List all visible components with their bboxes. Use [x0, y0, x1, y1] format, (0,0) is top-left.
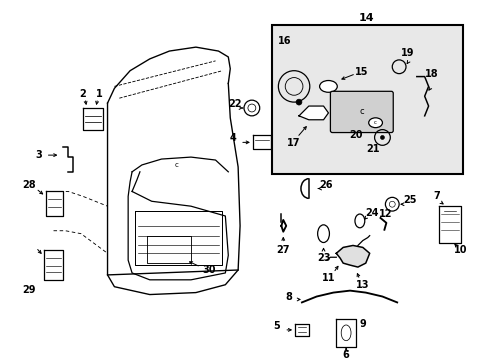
- Text: 25: 25: [403, 195, 416, 205]
- Text: 6: 6: [342, 350, 349, 360]
- Text: 22: 22: [228, 99, 242, 109]
- Text: 16: 16: [277, 36, 290, 46]
- Text: c: c: [174, 162, 178, 168]
- Text: 28: 28: [22, 180, 36, 190]
- Text: 21: 21: [365, 144, 379, 154]
- Text: 23: 23: [316, 253, 329, 263]
- Text: 10: 10: [453, 246, 467, 255]
- Text: 13: 13: [355, 280, 369, 290]
- Polygon shape: [336, 246, 369, 267]
- Text: 8: 8: [285, 292, 292, 302]
- Ellipse shape: [319, 81, 337, 92]
- Text: 27: 27: [276, 246, 289, 255]
- FancyBboxPatch shape: [330, 91, 392, 132]
- Ellipse shape: [317, 225, 329, 243]
- Text: 2: 2: [80, 89, 86, 99]
- Text: 7: 7: [432, 192, 439, 201]
- Text: 17: 17: [287, 138, 300, 148]
- Text: 5: 5: [272, 321, 279, 331]
- Text: 19: 19: [401, 48, 414, 58]
- Text: c: c: [359, 107, 364, 116]
- Text: 24: 24: [364, 208, 378, 218]
- Ellipse shape: [341, 325, 350, 341]
- Text: 18: 18: [424, 69, 437, 78]
- Text: 1: 1: [96, 89, 103, 99]
- Polygon shape: [298, 106, 328, 120]
- Ellipse shape: [354, 214, 364, 228]
- Text: 3: 3: [35, 150, 42, 160]
- Text: 4: 4: [229, 134, 236, 143]
- Circle shape: [295, 99, 301, 105]
- Text: 20: 20: [348, 130, 362, 140]
- Bar: [271, 24, 462, 174]
- Circle shape: [380, 135, 384, 139]
- Text: 11: 11: [321, 273, 334, 283]
- Text: 29: 29: [22, 285, 36, 294]
- Text: 9: 9: [359, 319, 366, 329]
- Text: 14: 14: [358, 13, 374, 23]
- Text: c: c: [373, 120, 376, 125]
- Text: 15: 15: [354, 67, 368, 77]
- Ellipse shape: [368, 118, 382, 128]
- Text: 12: 12: [378, 209, 391, 219]
- Text: 30: 30: [202, 265, 215, 275]
- Text: 26: 26: [319, 180, 332, 190]
